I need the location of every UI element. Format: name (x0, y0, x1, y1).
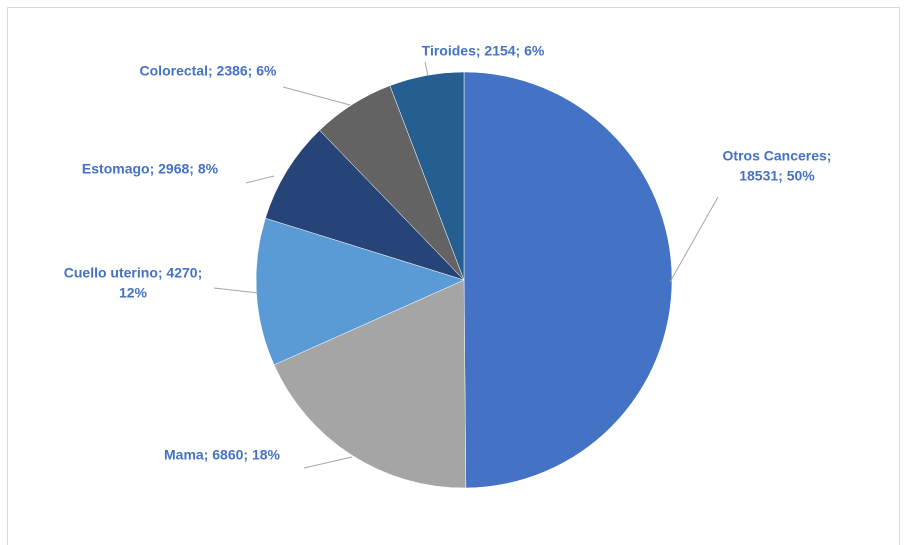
leader-line (303, 456, 353, 469)
data-label: Mama; 6860; 18% (164, 447, 281, 463)
leader-line (424, 61, 429, 77)
data-label: 12% (119, 285, 148, 301)
leader-line (245, 175, 275, 184)
leader-line (669, 196, 719, 283)
data-label: Cuello uterino; 4270; (64, 265, 202, 281)
pie-slice (389, 71, 465, 281)
data-label: 18531; 50% (739, 168, 815, 184)
pie-slice (273, 279, 467, 489)
pie-slice (265, 129, 465, 281)
data-label: Otros Canceres; (723, 148, 832, 164)
data-label: Tiroides; 2154; 6% (422, 43, 545, 59)
leader-line (213, 287, 259, 294)
leader-line (282, 86, 351, 106)
data-label: Colorectal; 2386; 6% (140, 63, 277, 79)
data-label: Estomago; 2968; 8% (82, 161, 219, 177)
